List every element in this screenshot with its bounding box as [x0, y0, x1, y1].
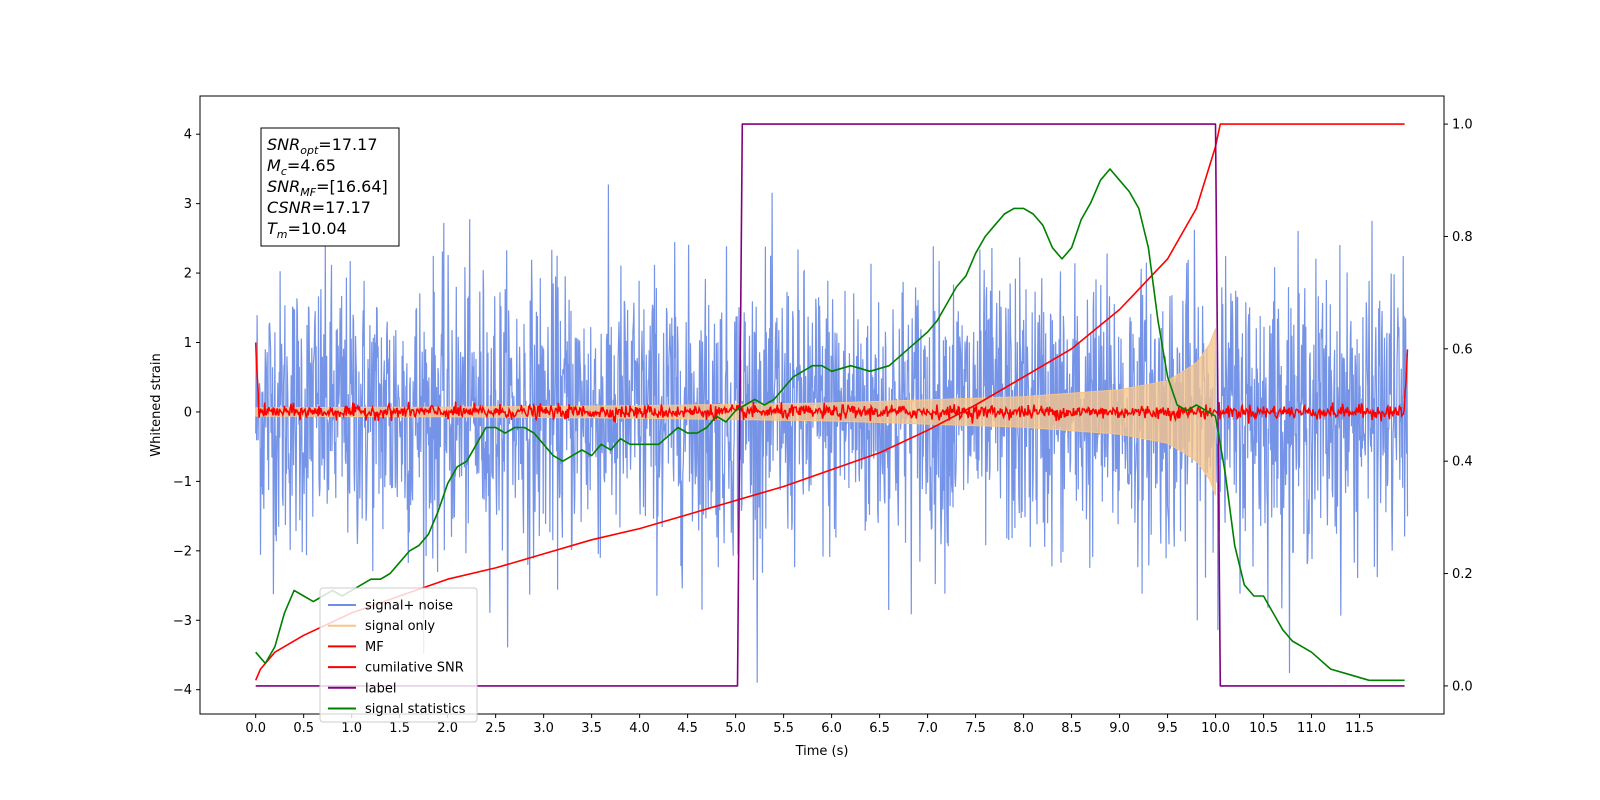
x-tick-label: 8.5: [1061, 721, 1082, 736]
x-tick-label: 7.5: [965, 721, 986, 736]
x-tick-label: 7.0: [917, 721, 938, 736]
x-tick-label: 9.5: [1157, 721, 1178, 736]
legend-entry: signal only: [365, 619, 435, 634]
y-tick-label: −2: [173, 544, 192, 559]
x-tick-label: 2.0: [437, 721, 458, 736]
x-tick-label: 11.5: [1345, 721, 1374, 736]
x-tick-label: 11.0: [1297, 721, 1326, 736]
y-axis-label: Whitened strain: [149, 353, 164, 456]
legend-entry: signal+ noise: [365, 599, 453, 614]
right-axis-ticks: 1.0 0.8 0.6 0.4 0.2 0.0: [1444, 118, 1473, 694]
x-tick-label: 10.0: [1201, 721, 1230, 736]
right-tick-label: 0.4: [1452, 455, 1473, 470]
legend-frame: [319, 587, 478, 723]
x-tick-label: 5.5: [773, 721, 794, 736]
x-tick-label: 9.0: [1109, 721, 1130, 736]
legend-entry: MF: [365, 640, 384, 655]
annotation-line: Mc=4.65: [267, 156, 336, 178]
x-tick-label: 6.5: [869, 721, 890, 736]
x-tick-label: 1.5: [389, 721, 410, 736]
legend-entry: label: [365, 681, 396, 696]
x-tick-label: 6.0: [821, 721, 842, 736]
annotation-line: SNRMF=[16.64]: [267, 177, 388, 199]
right-tick-label: 0.8: [1452, 230, 1473, 245]
legend-entry: cumilative SNR: [365, 661, 464, 676]
y-tick-label: −3: [173, 614, 192, 629]
annotation-line: SNRopt=17.17: [267, 135, 378, 157]
right-tick-label: 0.2: [1452, 567, 1473, 582]
right-tick-label: 0.0: [1452, 679, 1473, 694]
x-axis-ticks: 0.0 0.5 1.0 1.5 2.0 2.5 3.0 3.5 4.0 4.5 5.0 5.5 6.0 6…: [245, 714, 1374, 736]
plot-frame: [199, 95, 1445, 715]
y-tick-label: 4: [184, 128, 192, 143]
y-tick-label: 2: [184, 267, 192, 282]
series-label: [255, 123, 1405, 687]
right-tick-label: 1.0: [1452, 118, 1473, 133]
y-tick-label: 0: [184, 405, 192, 420]
x-tick-label: 3.5: [581, 721, 602, 736]
x-tick-label: 5.0: [725, 721, 746, 736]
legend: signal+ noise signal only MF cumilative SNR…: [319, 587, 478, 723]
series-signal-statistics: [255, 168, 1405, 682]
annotation-frame: [260, 127, 400, 247]
x-tick-label: 3.0: [533, 721, 554, 736]
annotation-line: Tm=10.04: [267, 219, 347, 241]
right-tick-label: 0.6: [1452, 342, 1473, 357]
x-tick-label: 10.5: [1249, 721, 1278, 736]
annotation-line: CSNR=17.17: [267, 198, 371, 217]
series-mf: [254, 342, 1409, 424]
x-tick-label: 0.5: [293, 721, 314, 736]
legend-entry: signal statistics: [365, 702, 466, 717]
x-tick-label: 8.0: [1013, 721, 1034, 736]
x-tick-label: 4.0: [629, 721, 650, 736]
x-tick-label: 2.5: [485, 721, 506, 736]
y-tick-label: 3: [184, 197, 192, 212]
series-signal-only: [255, 328, 1216, 496]
x-axis-label: Time (s): [795, 744, 849, 759]
x-tick-label: 0.0: [245, 721, 266, 736]
y-axis-ticks: 4 3 2 1 0 −1 −2 −3 −4: [173, 128, 200, 698]
x-tick-label: 1.0: [341, 721, 362, 736]
y-tick-label: −4: [173, 683, 192, 698]
x-tick-label: 4.5: [677, 721, 698, 736]
y-tick-label: −1: [173, 475, 192, 490]
y-tick-label: 1: [184, 336, 192, 351]
annotation-box: SNRopt=17.17Mc=4.65SNRMF=[16.64]CSNR=17.…: [260, 127, 400, 247]
